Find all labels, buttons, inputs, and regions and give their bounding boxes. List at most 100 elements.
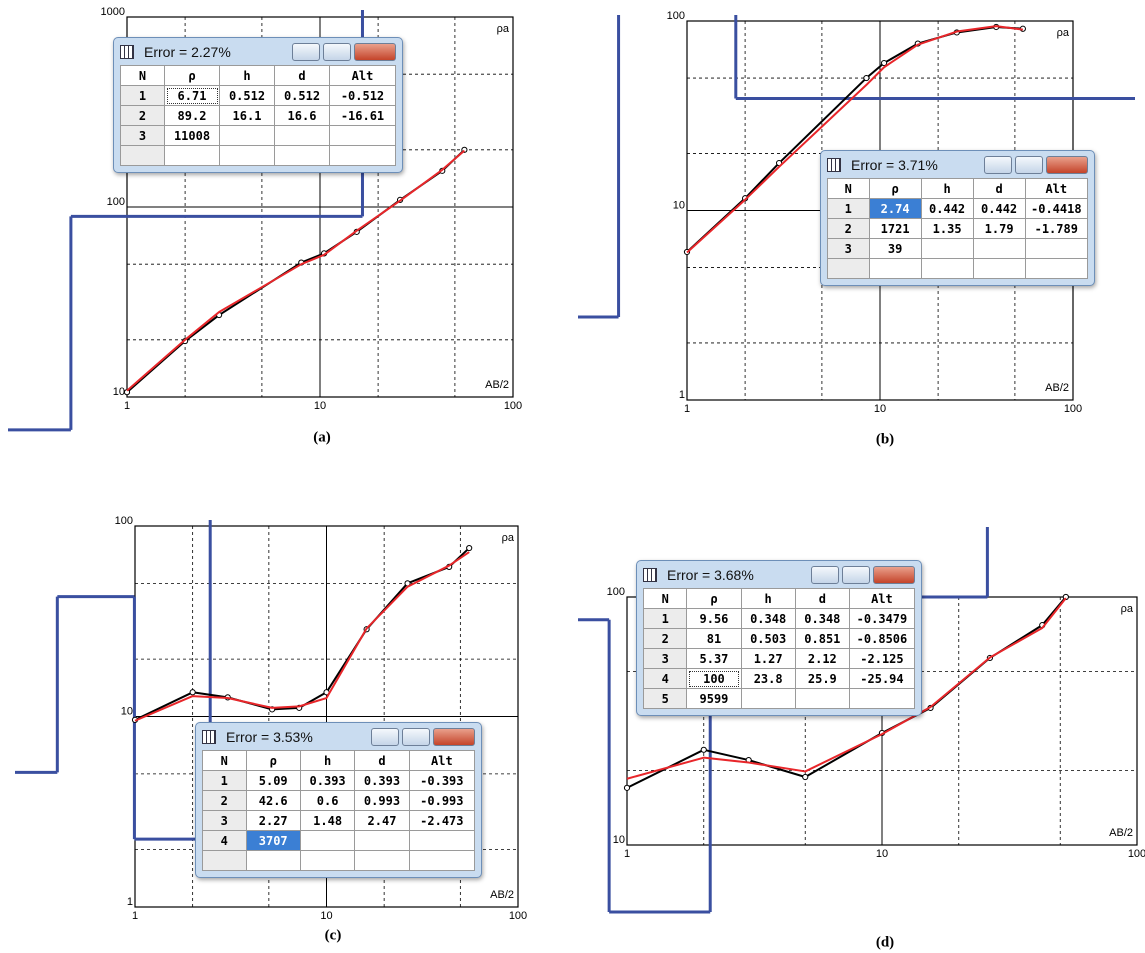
close-button[interactable] — [354, 43, 396, 61]
x-tick-label: 100 — [509, 910, 527, 922]
table-cell[interactable]: -1.789 — [1025, 219, 1087, 239]
maximize-button[interactable] — [323, 43, 351, 61]
y-axis-label: ρa — [1057, 27, 1070, 39]
table-cell[interactable]: 1.35 — [921, 219, 973, 239]
x-tick-label: 10 — [876, 848, 888, 860]
table-cell[interactable]: 3 — [828, 239, 870, 259]
table-cell[interactable]: 1 — [203, 771, 247, 791]
table-cell[interactable]: 1 — [644, 609, 687, 629]
table-cell[interactable]: 3 — [121, 126, 165, 146]
empty-cell — [300, 851, 354, 871]
column-header: h — [741, 589, 795, 609]
table-cell[interactable]: 9599 — [687, 689, 741, 709]
table-row: 410023.825.9-25.94 — [644, 669, 915, 689]
table-cell[interactable]: -0.993 — [409, 791, 474, 811]
table-cell[interactable]: 2 — [644, 629, 687, 649]
table-cell[interactable]: 0.512 — [220, 86, 275, 106]
window-buttons — [292, 43, 396, 61]
table-cell[interactable]: 81 — [687, 629, 741, 649]
table-cell[interactable]: 2.27 — [246, 811, 300, 831]
close-button[interactable] — [433, 728, 475, 746]
close-button[interactable] — [1046, 156, 1088, 174]
table-cell[interactable]: 1.79 — [973, 219, 1025, 239]
table-cell[interactable]: -0.4418 — [1025, 199, 1087, 219]
table-cell[interactable]: 3707 — [246, 831, 300, 851]
empty-cell — [849, 689, 914, 709]
table-row: 12.740.4420.442-0.4418 — [828, 199, 1088, 219]
minimize-button[interactable] — [811, 566, 839, 584]
table-cell[interactable]: -2.125 — [849, 649, 914, 669]
table-cell[interactable]: 1721 — [869, 219, 921, 239]
window-buttons — [811, 566, 915, 584]
table-cell[interactable]: 3 — [203, 811, 247, 831]
y-axis-label: ρa — [502, 532, 515, 544]
minimize-button[interactable] — [984, 156, 1012, 174]
table-cell[interactable]: 89.2 — [165, 106, 220, 126]
table-cell[interactable]: 5 — [644, 689, 687, 709]
table-cell[interactable]: 1 — [828, 199, 870, 219]
table-cell[interactable]: 4 — [203, 831, 247, 851]
table-cell[interactable]: 0.348 — [795, 609, 849, 629]
table-cell[interactable]: 1.27 — [741, 649, 795, 669]
table-cell[interactable]: 0.512 — [275, 86, 330, 106]
minimize-button[interactable] — [292, 43, 320, 61]
title-bar: Error = 2.27% — [120, 38, 396, 65]
table-cell[interactable]: 0.851 — [795, 629, 849, 649]
table-cell[interactable]: 2.12 — [795, 649, 849, 669]
table-cell[interactable]: 11008 — [165, 126, 220, 146]
table-cell[interactable]: 0.993 — [355, 791, 409, 811]
table-cell[interactable]: 5.09 — [246, 771, 300, 791]
table-cell[interactable]: 39 — [869, 239, 921, 259]
x-axis-label: AB/2 — [1045, 382, 1069, 394]
column-header: N — [203, 751, 247, 771]
table-cell[interactable]: 4 — [644, 669, 687, 689]
table-cell[interactable]: 16.6 — [275, 106, 330, 126]
y-axis-label: ρa — [1121, 603, 1134, 615]
table-cell[interactable]: 1.48 — [300, 811, 354, 831]
table-cell[interactable]: 0.6 — [300, 791, 354, 811]
table-cell[interactable]: 2.47 — [355, 811, 409, 831]
table-cell[interactable]: 0.503 — [741, 629, 795, 649]
close-button[interactable] — [873, 566, 915, 584]
table-cell[interactable]: 0.393 — [300, 771, 354, 791]
table-cell[interactable]: 25.9 — [795, 669, 849, 689]
model-table: NρhdAlt15.090.3930.393-0.393242.60.60.99… — [202, 750, 475, 871]
x-tick-label: 100 — [1128, 848, 1145, 860]
minimize-button[interactable] — [371, 728, 399, 746]
table-cell[interactable]: 0.393 — [355, 771, 409, 791]
maximize-button[interactable] — [402, 728, 430, 746]
table-cell[interactable]: 5.37 — [687, 649, 741, 669]
table-cell[interactable]: 0.442 — [973, 199, 1025, 219]
table-cell[interactable]: -0.8506 — [849, 629, 914, 649]
table-cell[interactable]: -2.473 — [409, 811, 474, 831]
table-cell[interactable]: 9.56 — [687, 609, 741, 629]
table-cell[interactable]: 0.442 — [921, 199, 973, 219]
table-cell[interactable]: 16.1 — [220, 106, 275, 126]
empty-cell — [355, 851, 409, 871]
table-cell[interactable]: 1 — [121, 86, 165, 106]
y-tick-label: 1 — [127, 896, 133, 908]
column-header: Alt — [1025, 179, 1087, 199]
table-cell[interactable]: 2 — [828, 219, 870, 239]
table-cell[interactable]: 2.74 — [869, 199, 921, 219]
empty-cell — [220, 146, 275, 166]
maximize-button[interactable] — [842, 566, 870, 584]
figure: 110100101001000ρaAB/2(a)110100110100ρaAB… — [0, 0, 1145, 953]
table-cell[interactable]: 6.71 — [165, 86, 220, 106]
table-cell[interactable]: 2 — [203, 791, 247, 811]
y-tick-label: 10 — [613, 834, 625, 846]
maximize-button[interactable] — [1015, 156, 1043, 174]
table-cell[interactable]: 100 — [687, 669, 741, 689]
table-cell[interactable]: -0.393 — [409, 771, 474, 791]
table-cell[interactable]: 3 — [644, 649, 687, 669]
table-cell[interactable]: -0.512 — [330, 86, 396, 106]
table-cell[interactable]: 23.8 — [741, 669, 795, 689]
table-cell[interactable]: 0.348 — [741, 609, 795, 629]
table-cell[interactable]: 2 — [121, 106, 165, 126]
table-cell[interactable]: -0.3479 — [849, 609, 914, 629]
empty-cell — [355, 831, 409, 851]
table-cell[interactable]: -25.94 — [849, 669, 914, 689]
table-cell[interactable]: 42.6 — [246, 791, 300, 811]
table-cell[interactable]: -16.61 — [330, 106, 396, 126]
